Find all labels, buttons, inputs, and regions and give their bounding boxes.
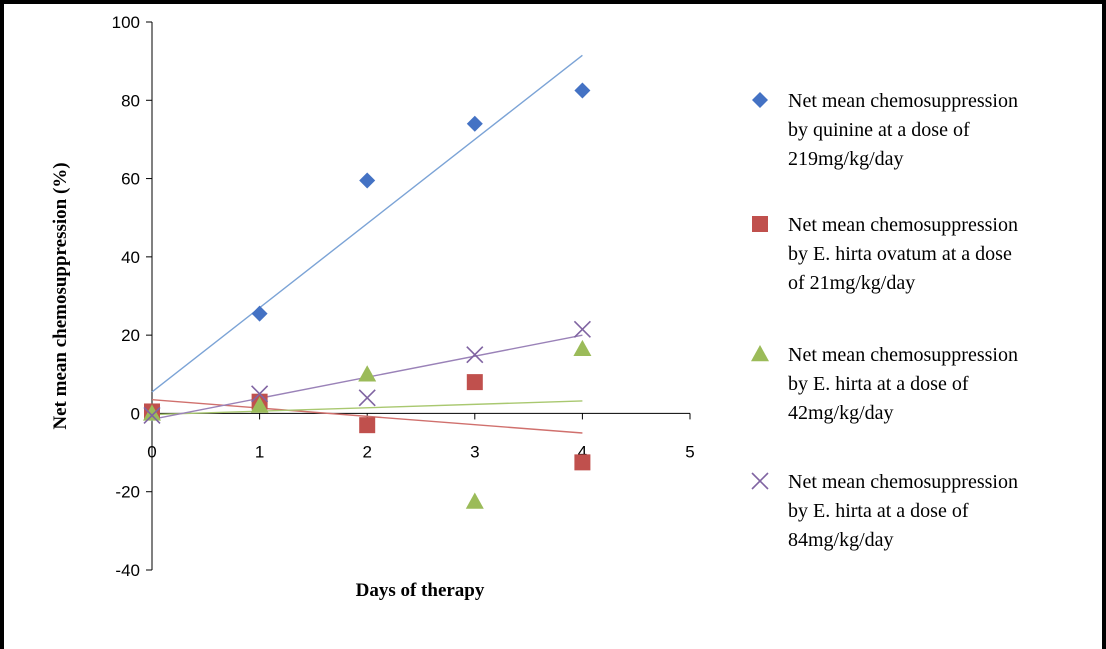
data-points <box>143 82 592 509</box>
y-tick-label: -20 <box>115 483 140 502</box>
trendline-series-1 <box>151 54 583 393</box>
legend-label-4: by E. hirta at a dose of <box>788 500 969 522</box>
x-tick-label: 5 <box>685 442 694 461</box>
legend-label-2: Net mean chemosuppression <box>788 214 1018 236</box>
y-axis-title: Net mean chemosuppression (%) <box>50 162 71 429</box>
axes: -40 -20 0 20 40 60 80 100 0 1 2 3 4 5 <box>112 13 695 580</box>
point-series-3 <box>465 492 484 509</box>
y-tick-label: 20 <box>121 326 140 345</box>
x-tick-label: 0 <box>147 442 156 461</box>
legend-marker-2 <box>752 216 768 232</box>
legend-marker-3 <box>751 345 769 362</box>
y-tick-label: 80 <box>121 91 140 110</box>
legend-label-3: Net mean chemosuppression <box>788 344 1018 366</box>
point-series-3 <box>143 404 161 421</box>
point-series-3 <box>358 365 377 382</box>
point-series-2 <box>359 417 376 434</box>
point-series-2 <box>574 454 591 471</box>
x-axis-title: Days of therapy <box>356 580 485 601</box>
legend-label-1: 219mg/kg/day <box>788 148 904 170</box>
trendline-series-3 <box>151 400 583 416</box>
x-tick-label: 3 <box>470 442 479 461</box>
point-series-1 <box>574 82 591 99</box>
x-tick-label: 4 <box>578 442 587 461</box>
point-series-4 <box>358 389 376 407</box>
point-series-3 <box>573 339 592 357</box>
y-tick-label: 100 <box>112 13 140 32</box>
point-series-4 <box>573 320 591 338</box>
legend-label-1: Net mean chemosuppression <box>788 90 1018 112</box>
legend-label-4: Net mean chemosuppression <box>788 471 1018 493</box>
legend-label-3: by E. hirta at a dose of <box>788 373 969 395</box>
x-tick-label: 2 <box>362 442 371 461</box>
legend-label-2: by E. hirta ovatum at a dose <box>788 243 1012 265</box>
point-series-4 <box>466 346 484 364</box>
legend-label-2: of 21mg/kg/day <box>788 272 915 294</box>
point-series-3 <box>250 396 269 413</box>
y-tick-label: 60 <box>121 170 140 189</box>
point-series-1 <box>466 115 483 132</box>
legend-label-1: by quinine at a dose of <box>788 119 970 141</box>
legend-marker-1 <box>752 92 768 108</box>
point-series-4 <box>251 385 269 403</box>
point-series-1 <box>359 172 376 189</box>
legend-marker-4 <box>751 472 769 490</box>
legend: Net mean chemosuppression by quinine at a… <box>751 90 1018 551</box>
point-series-4 <box>143 406 161 424</box>
point-series-1 <box>251 305 268 322</box>
y-tick-label: 40 <box>121 248 140 267</box>
legend-label-3: 42mg/kg/day <box>788 402 894 424</box>
point-series-2 <box>466 374 483 391</box>
y-tick-label: 0 <box>131 404 140 423</box>
x-tick-label: 1 <box>255 442 264 461</box>
legend-label-4: 84mg/kg/day <box>788 529 894 551</box>
y-tick-label: -40 <box>115 561 140 580</box>
